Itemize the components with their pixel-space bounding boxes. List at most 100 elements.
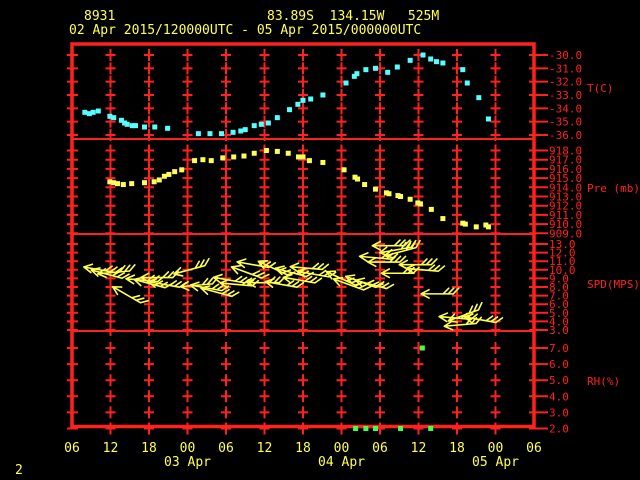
pressure-point [115, 181, 121, 187]
pressure-point [251, 150, 257, 156]
temperature-point [195, 131, 201, 137]
y-tick-label-pressure: 909.0 [549, 227, 582, 240]
temperature-point [258, 121, 264, 127]
x-hour-label: 12 [103, 441, 119, 456]
y-tick-label-temperature: -30.0 [549, 49, 582, 62]
y-tick-label-relative_humidity: 3.0 [549, 406, 569, 419]
pressure-point [208, 158, 214, 164]
y-tick-label-temperature: -32.0 [549, 76, 582, 89]
temperature-point [308, 96, 314, 102]
pressure-point [200, 157, 206, 163]
pressure-point [192, 158, 198, 164]
temperature-point [351, 73, 357, 79]
time-range: 02 Apr 2015/120000UTC - 05 Apr 2015/0000… [69, 23, 422, 38]
x-hour-label: 18 [449, 441, 465, 456]
pressure-point [107, 179, 113, 185]
y-tick-label-wind_speed: 10.0 [549, 264, 576, 277]
y-tick-label-relative_humidity: 4.0 [549, 390, 569, 403]
temperature-point [354, 71, 360, 77]
wind-barb [83, 263, 123, 274]
x-date-label: 04 Apr [318, 455, 365, 470]
y-tick-label-temperature: -34.0 [549, 102, 582, 115]
x-hour-label: 18 [141, 441, 157, 456]
temperature-point [464, 80, 470, 86]
wind-barb [463, 313, 504, 324]
wind-barb [246, 276, 286, 288]
y-tick-label-pressure: 912.0 [549, 200, 582, 213]
wind-barb [274, 265, 314, 278]
y-tick-label-wind_speed: 12.0 [549, 247, 576, 260]
y-tick-label-wind_speed: 7.0 [549, 290, 569, 303]
plot-frame [70, 42, 536, 429]
temperature-point [363, 67, 369, 73]
wind-barb [125, 274, 165, 285]
pressure-point [483, 222, 489, 228]
pressure-point [296, 154, 302, 160]
temperature-point [82, 109, 88, 115]
y-tick-label-wind_speed: 6.0 [549, 298, 569, 311]
pressure-point [129, 181, 135, 187]
x-hour-label: 00 [334, 441, 350, 456]
relative_humidity-point [398, 426, 404, 431]
pressure-point [111, 180, 117, 186]
wind-barb [264, 278, 305, 288]
temperature-point [90, 109, 96, 115]
temperature-point [251, 123, 257, 129]
wind-barb [405, 264, 446, 275]
pressure-point [179, 167, 185, 173]
y-tick-label-wind_speed: 11.0 [549, 255, 576, 268]
y-tick-label-wind_speed: 5.0 [549, 307, 569, 320]
y-tick-label-relative_humidity: 6.0 [549, 358, 569, 371]
pressure-point [352, 174, 358, 180]
pressure-point [231, 154, 237, 160]
pressure-point [386, 191, 392, 197]
temperature-point [343, 80, 349, 86]
wind-barb [219, 278, 260, 289]
pressure-point [120, 182, 126, 188]
wind-barb [96, 264, 136, 279]
temperature-point [485, 116, 491, 122]
station-coordinates: 83.89S 134.15W 525M [267, 9, 440, 24]
y-tick-label-temperature: -33.0 [549, 89, 582, 102]
pressure-point [220, 155, 226, 161]
temperature-point [238, 128, 244, 134]
pressure-point [415, 200, 421, 206]
station-id: 8931 [84, 9, 116, 24]
y-tick-label-relative_humidity: 5.0 [549, 374, 569, 387]
y-tick-label-pressure: 911.0 [549, 209, 582, 222]
pressure-point [156, 177, 162, 183]
relative_humidity-point [353, 426, 359, 431]
pressure-point [320, 159, 326, 165]
temperature-point [407, 57, 413, 63]
wind-barb [380, 266, 420, 279]
y-tick-label-wind_speed: 4.0 [549, 315, 569, 328]
temperature-point [394, 64, 400, 70]
border-tick-stubs [67, 54, 548, 430]
temperature-point [124, 121, 130, 127]
temperature-point [295, 101, 301, 107]
temperature-point [118, 117, 124, 123]
pressure-point [428, 206, 434, 212]
wind-barb [90, 267, 130, 280]
y-tick-label-wind_speed: 9.0 [549, 272, 569, 285]
temperature-point [95, 108, 101, 114]
wind-barb [230, 264, 270, 279]
axis-title-pressure: Pre (mb) [587, 182, 640, 195]
axis-title-relative_humidity: RH(%) [587, 375, 620, 388]
temperature-point [219, 131, 225, 137]
temperature-point [460, 67, 466, 73]
y-tick-label-pressure: 916.0 [549, 163, 582, 176]
temperature-point [385, 69, 391, 75]
pressure-point [407, 196, 413, 202]
x-hour-label: 00 [488, 441, 504, 456]
pressure-point [241, 153, 247, 159]
temperature-point [142, 124, 148, 130]
x-date-label: 03 Apr [164, 455, 211, 470]
pressure-point [440, 216, 446, 222]
pressure-point [373, 186, 379, 192]
temperature-point [242, 127, 248, 133]
corner-page-number: 2 [15, 463, 23, 478]
wind-barb [367, 255, 407, 268]
temperature-point [420, 52, 426, 58]
